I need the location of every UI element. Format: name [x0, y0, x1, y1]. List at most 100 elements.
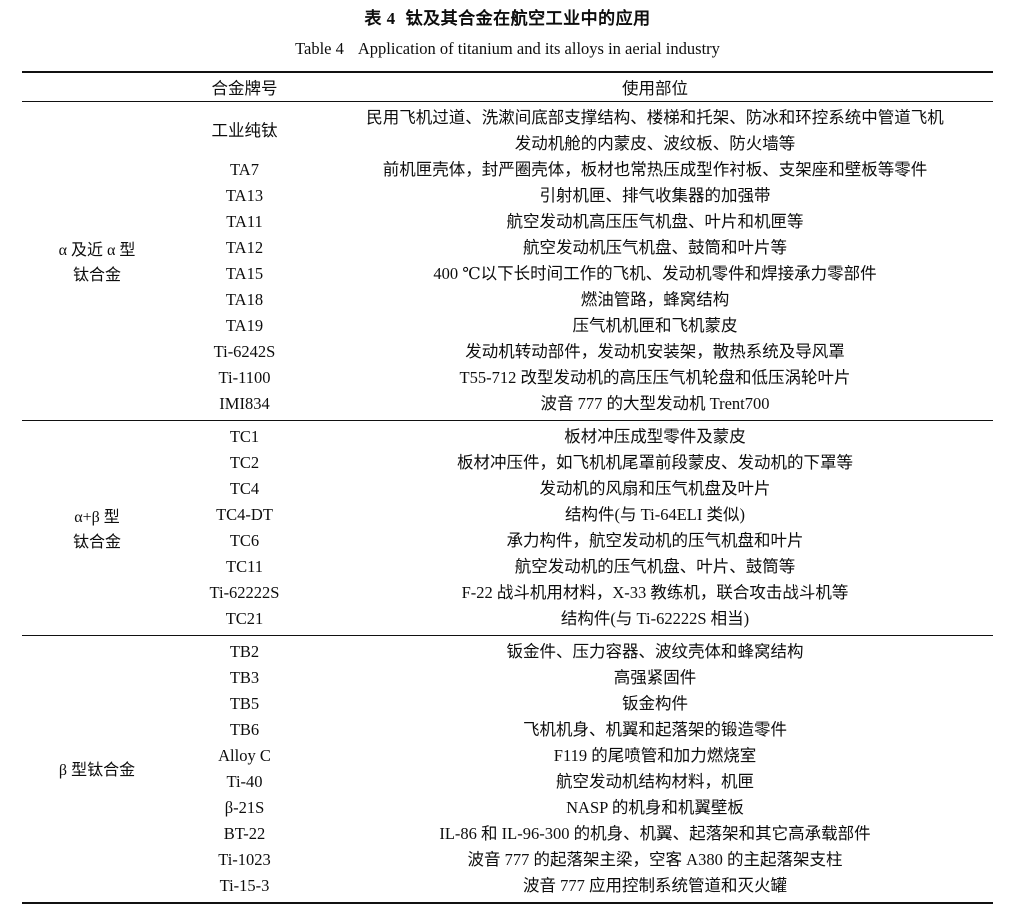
alloy-grade-cell: BT-22: [223, 824, 266, 843]
alloy-grade-cell: TB2: [172, 635, 317, 665]
table-row: TA13 引射机匣、排气收集器的加强带: [22, 183, 993, 209]
titanium-alloy-application-table: 合金牌号 使用部位 α 及近 α 型 钛合金 工业纯钛 民用飞机过道、洗漱间底部支撑…: [22, 71, 993, 905]
table-row: TB5 钣金构件: [22, 691, 993, 717]
alloy-grade-cell: TA19: [225, 316, 264, 335]
alloy-grade-cell: TC11: [226, 557, 263, 576]
alloy-grade-cell: TB5: [229, 694, 260, 713]
application-cell: 钣金构件: [622, 694, 688, 713]
alloy-group-label: α 及近 α 型 钛合金: [58, 241, 136, 284]
rule-segment: [22, 902, 172, 905]
application-cell: 板材冲压成型零件及蒙皮: [317, 420, 993, 450]
table-row: α+β 型 钛合金 TC1 板材冲压成型零件及蒙皮: [22, 420, 993, 636]
alloy-grade-cell: TA12: [225, 238, 264, 257]
table-head: 合金牌号 使用部位: [22, 72, 993, 102]
column-header-use: 使用部位: [622, 79, 688, 98]
application-cell: 航空发动机压气机盘、鼓筒和叶片等: [523, 238, 787, 257]
alloy-grade-cell: Ti-1100: [218, 368, 271, 387]
table-row: TC11 航空发动机的压气机盘、叶片、鼓筒等: [22, 554, 993, 580]
application-cell: 民用飞机过道、洗漱间底部支撑结构、楼梯和托架、防冰和环控系统中管道飞机 发动机舱…: [366, 108, 944, 153]
alloy-grade-cell: TB6: [229, 720, 260, 739]
table-number-chinese: 表 4: [364, 9, 396, 28]
alloy-grade-cell: TC21: [225, 609, 264, 628]
table-container: 合金牌号 使用部位 α 及近 α 型 钛合金 工业纯钛 民用飞机过道、洗漱间底部支撑…: [22, 71, 993, 905]
application-cell: 结构件(与 Ti-62222S 相当): [560, 609, 750, 628]
table-row: TA7 前机匣壳体，封严圈壳体，板材也常热压成型作衬板、支架座和壁板等零件: [22, 157, 993, 183]
alloy-grade-cell: TA13: [225, 186, 264, 205]
table-row: Alloy C F119 的尾喷管和加力燃烧室: [22, 743, 993, 769]
application-cell: 发动机的风扇和压气机盘及叶片: [539, 479, 771, 498]
column-header-group: [22, 72, 172, 102]
alloy-grade-cell: TB3: [229, 668, 260, 687]
alloy-grade-cell: Ti-15-3: [219, 876, 270, 895]
table-row: β 型钛合金 TB2 钣金件、压力容器、波纹壳体和蜂窝结构: [22, 635, 993, 903]
table-row: TC2 板材冲压件，如飞机机尾罩前段蒙皮、发动机的下罩等: [22, 450, 993, 476]
alloy-grade-cell: TC6: [229, 531, 260, 550]
application-cell: 承力构件，航空发动机的压气机盘和叶片: [506, 531, 804, 550]
alloy-grade-cell: IMI834: [219, 394, 270, 413]
alloy-group-label: α+β 型 钛合金: [22, 420, 172, 636]
table-row: TA15 400 ℃以下长时间工作的飞机、发动机零件和焊接承力零部件: [22, 261, 993, 287]
alloy-grade-cell: Ti-40: [226, 772, 263, 791]
alloy-grade-cell: TC2: [229, 453, 260, 472]
alloy-grade-cell: Ti-1023: [218, 850, 271, 869]
application-cell: 燃油管路，蜂窝结构: [580, 290, 730, 309]
application-cell: F-22 战斗机用材料，X-33 教练机，联合攻击战斗机等: [461, 583, 849, 602]
table-bottom-rule: [22, 902, 993, 905]
table-row: Ti-1100 T55-712 改型发动机的高压压气机轮盘和低压涡轮叶片: [22, 365, 993, 391]
application-cell: 结构件(与 Ti-64ELI 类似): [565, 505, 745, 524]
table-row: TA18 燃油管路，蜂窝结构: [22, 287, 993, 313]
table-body: α 及近 α 型 钛合金 工业纯钛 民用飞机过道、洗漱间底部支撑结构、楼梯和托架、防…: [22, 102, 993, 905]
table-row: TC6 承力构件，航空发动机的压气机盘和叶片: [22, 528, 993, 554]
table-row: IMI834 波音 777 的大型发动机 Trent700: [22, 391, 993, 421]
column-header-grade: 合金牌号: [211, 79, 278, 98]
table-row: BT-22 IL-86 和 IL-96-300 的机身、机翼、起落架和其它高承载部…: [22, 821, 993, 847]
alloy-grade-cell: Ti-6242S: [213, 342, 276, 361]
alloy-grade-cell: TA11: [226, 212, 263, 231]
table-row: Ti-6242S 发动机转动部件，发动机安装架，散热系统及导风罩: [22, 339, 993, 365]
table-row: TC4 发动机的风扇和压气机盘及叶片: [22, 476, 993, 502]
application-cell: 波音 777 的大型发动机 Trent700: [540, 394, 770, 413]
application-cell: 航空发动机的压气机盘、叶片、鼓筒等: [514, 557, 796, 576]
application-cell: 发动机转动部件，发动机安装架，散热系统及导风罩: [465, 342, 845, 361]
application-cell: 波音 777 应用控制系统管道和灭火罐: [523, 876, 787, 895]
alloy-grade-cell: TC4: [229, 479, 260, 498]
alloy-grade-cell: Ti-62222S: [209, 583, 280, 602]
table-row: Ti-1023 波音 777 的起落架主梁，空客 A380 的主起落架支柱: [22, 847, 993, 873]
application-cell: 板材冲压件，如飞机机尾罩前段蒙皮、发动机的下罩等: [457, 453, 853, 472]
application-cell: 引射机匣、排气收集器的加强带: [539, 186, 771, 205]
alloy-grade-cell: TA15: [225, 264, 264, 283]
application-cell: F119 的尾喷管和加力燃烧室: [553, 746, 757, 765]
alloy-grade-cell: TA18: [225, 290, 264, 309]
alloy-grade-cell: β-21S: [224, 798, 265, 817]
application-cell: 航空发动机高压压气机盘、叶片和机匣等: [506, 212, 804, 231]
table-title-english: Table 4 Application of titanium and its a…: [22, 30, 993, 59]
application-cell: 波音 777 的起落架主梁，空客 A380 的主起落架支柱: [467, 850, 843, 869]
alloy-grade-cell: TC1: [172, 420, 317, 450]
application-cell: 飞机机身、机翼和起落架的锻造零件: [523, 720, 787, 739]
table-number-english: Table 4: [295, 39, 344, 58]
application-cell: NASP 的机身和机翼壁板: [566, 798, 744, 817]
application-cell: 航空发动机结构材料，机匣: [556, 772, 754, 791]
application-cell: IL-86 和 IL-96-300 的机身、机翼、起落架和其它高承载部件: [439, 824, 871, 843]
application-cell: 400 ℃以下长时间工作的飞机、发动机零件和焊接承力零部件: [433, 264, 877, 283]
table-title-chinese: 表 4 钛及其合金在航空工业中的应用: [22, 0, 993, 30]
table-title-chinese-text: 钛及其合金在航空工业中的应用: [405, 9, 651, 28]
rule-segment: [317, 902, 993, 905]
table-row: α 及近 α 型 钛合金 工业纯钛 民用飞机过道、洗漱间底部支撑结构、楼梯和托架、防…: [22, 102, 993, 284]
table-row: TB3 高强紧固件: [22, 665, 993, 691]
table-row: Ti-15-3 波音 777 应用控制系统管道和灭火罐: [22, 873, 993, 903]
table-row: Ti-40 航空发动机结构材料，机匣: [22, 769, 993, 795]
table-row: TB6 飞机机身、机翼和起落架的锻造零件: [22, 717, 993, 743]
table-row: TA19 压气机机匣和飞机蒙皮: [22, 313, 993, 339]
table-row: β-21S NASP 的机身和机翼壁板: [22, 795, 993, 821]
table-row: TA12 航空发动机压气机盘、鼓筒和叶片等: [22, 235, 993, 261]
application-cell: T55-712 改型发动机的高压压气机轮盘和低压涡轮叶片: [459, 368, 851, 387]
rule-segment: [172, 902, 317, 905]
alloy-grade-cell: TC4-DT: [216, 505, 273, 524]
alloy-grade-cell: 工业纯钛: [211, 121, 278, 140]
application-cell: 钣金件、压力容器、波纹壳体和蜂窝结构: [317, 635, 993, 665]
table-title-english-text: Application of titanium and its alloys i…: [357, 39, 720, 58]
table-row: TA11 航空发动机高压压气机盘、叶片和机匣等: [22, 209, 993, 235]
table-header-row: 合金牌号 使用部位: [22, 72, 993, 102]
